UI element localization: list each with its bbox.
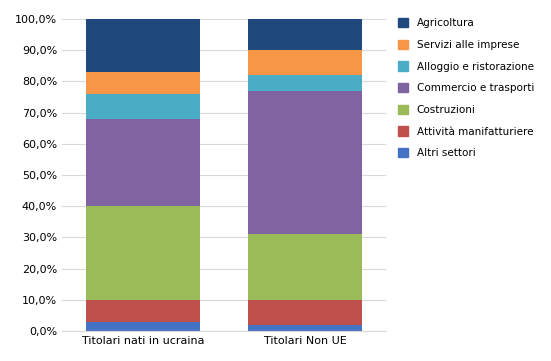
Bar xyxy=(249,19,362,50)
Bar xyxy=(249,50,362,75)
Bar xyxy=(249,325,362,331)
Bar xyxy=(249,91,362,234)
Bar xyxy=(87,119,200,206)
Bar xyxy=(87,300,200,322)
Bar xyxy=(87,322,200,331)
Bar xyxy=(249,75,362,91)
Bar xyxy=(249,234,362,300)
Bar xyxy=(249,300,362,325)
Bar xyxy=(87,72,200,94)
Legend: Agricoltura, Servizi alle imprese, Alloggio e ristorazione, Commercio e trasport: Agricoltura, Servizi alle imprese, Allog… xyxy=(398,18,534,158)
Bar xyxy=(87,19,200,72)
Bar xyxy=(87,94,200,119)
Bar xyxy=(87,206,200,300)
